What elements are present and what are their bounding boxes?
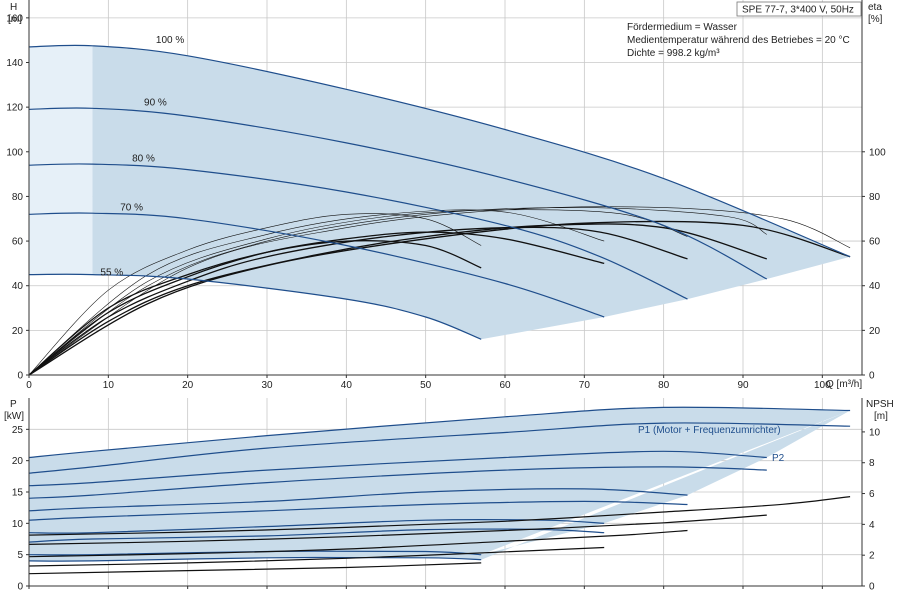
info-line-1: Fördermedium = Wasser [627, 22, 738, 33]
head-curve-3 [28, 212, 605, 318]
bottom-right-tick-label: 4 [869, 520, 875, 531]
x-tick-label: 40 [341, 380, 353, 391]
npsh-curve-1 [28, 514, 767, 545]
npsh-curve-4 [28, 562, 482, 575]
x-tick-label: 60 [499, 380, 511, 391]
x-tick-label: 90 [737, 380, 749, 391]
p2-curve-3 [28, 528, 605, 543]
efficiency-curves [28, 206, 851, 376]
head-curve-0 [28, 44, 851, 258]
top-axes: 0 20 40 60 80 100 120 140 160 0 20 40 60 80 100 0 10 20 30… [6, 0, 886, 391]
model-label: SPE 77-7, 3*400 V, 50Hz [742, 5, 854, 16]
bottom-left-tick-label: 15 [12, 488, 24, 499]
x-tick-label: 20 [182, 380, 194, 391]
bottom-right-label-2: [m] [874, 411, 888, 422]
bottom-right-tick-label: 10 [869, 427, 881, 438]
x-tick-label: 100 [814, 380, 831, 391]
top-right-tick-label: 100 [869, 147, 886, 158]
x-tick-label: 0 [26, 380, 32, 391]
head-curve-4 [28, 273, 482, 340]
npsh-curve-0 [28, 496, 851, 536]
p2-label: P2 [772, 453, 785, 464]
bottom-left-label-2: [kW] [4, 411, 24, 422]
p2-curve-2 [28, 500, 688, 521]
bottom-left-tick-label: 10 [12, 519, 24, 530]
top-right-label-1: eta [868, 2, 882, 13]
p1-curve-2 [28, 488, 688, 512]
top-left-tick-label: 20 [12, 326, 24, 337]
bottom-left-label-1: P [10, 399, 17, 410]
eta-curve-1 [28, 231, 605, 376]
head-curves [28, 44, 851, 340]
npsh-curve-3 [28, 546, 605, 567]
eta-curve-2 [28, 226, 688, 376]
x-tick-label: 80 [658, 380, 670, 391]
head-curve-2 [28, 163, 688, 300]
p1-label: P1 (Motor + Frequenzumrichter) [638, 425, 781, 436]
p1-curve-3 [28, 519, 605, 534]
eta-thin-curve-0 [28, 213, 482, 376]
top-left-tick-label: 0 [17, 371, 23, 382]
top-left-tick-label: 60 [12, 237, 24, 248]
info-line-2: Medientemperatur während des Betriebes =… [627, 35, 850, 46]
top-left-tick-label: 140 [6, 58, 23, 69]
top-left-label-2: [m] [8, 14, 22, 25]
speed-label-3: 70 % [120, 203, 143, 214]
x-axis-label: Q [m³/h] [826, 379, 862, 390]
bottom-left-tick-label: 25 [12, 425, 24, 436]
top-operating-range [29, 45, 851, 340]
speed-label-0: 100 % [156, 35, 184, 46]
bottom-left-tick-label: 5 [17, 550, 23, 561]
eta-thin-curve-2 [28, 209, 688, 376]
power-and-npsh-curves [28, 406, 851, 575]
model-label-box: SPE 77-7, 3*400 V, 50Hz [736, 1, 862, 17]
p2-curve-0 [28, 422, 851, 474]
bottom-right-tick-label: 8 [869, 458, 875, 469]
p1-curve-0 [28, 406, 851, 459]
top-left-label-1: H [10, 2, 17, 13]
p2-curve-4 [28, 556, 482, 562]
info-line-3: Dichte = 998.2 kg/m³ [627, 48, 720, 59]
eta-curve-3 [28, 223, 767, 376]
top-band-start [29, 45, 93, 275]
top-right-tick-label: 20 [869, 326, 881, 337]
top-band-main [92, 45, 851, 340]
top-left-tick-label: 120 [6, 103, 23, 114]
top-right-label-2: [%] [868, 14, 883, 25]
top-right-tick-label: 40 [869, 281, 881, 292]
x-tick-label: 30 [261, 380, 273, 391]
speed-labels: 100 % 90 % 80 % 70 % 55 % [100, 35, 184, 278]
top-left-tick-label: 80 [12, 192, 24, 203]
speed-label-1: 90 % [144, 98, 167, 109]
bottom-right-tick-label: 0 [869, 582, 875, 593]
bottom-axes: 0 5 10 15 20 25 0 2 4 6 8 10 [12, 398, 881, 593]
x-tick-label: 10 [103, 380, 115, 391]
npsh-curve-2 [28, 529, 688, 558]
bottom-right-tick-label: 2 [869, 551, 875, 562]
bottom-left-tick-label: 0 [17, 582, 23, 593]
eta-curve-4 [28, 220, 851, 376]
x-tick-label: 70 [579, 380, 591, 391]
bottom-left-tick-label: 20 [12, 456, 24, 467]
top-left-tick-label: 160 [6, 13, 23, 24]
speed-label-4: 55 % [100, 267, 123, 278]
top-right-tick-label: 80 [869, 192, 881, 203]
p2-curve-1 [28, 466, 767, 499]
top-right-tick-label: 60 [869, 237, 881, 248]
top-right-tick-label: 0 [869, 371, 875, 382]
eta-thin-curve-4 [28, 206, 851, 376]
top-left-tick-label: 100 [6, 147, 23, 158]
bottom-band-main [29, 407, 851, 562]
bottom-right-tick-label: 6 [869, 489, 875, 500]
eta-thin-curve-1 [28, 209, 605, 376]
x-tick-label: 50 [420, 380, 432, 391]
head-curve-1 [28, 107, 768, 280]
p1-curve-1 [28, 450, 767, 487]
bottom-operating-range [29, 407, 851, 562]
bottom-right-label-1: NPSH [866, 399, 894, 410]
eta-thin-curve-3 [28, 207, 767, 376]
top-left-tick-label: 40 [12, 281, 24, 292]
speed-label-2: 80 % [132, 153, 155, 164]
